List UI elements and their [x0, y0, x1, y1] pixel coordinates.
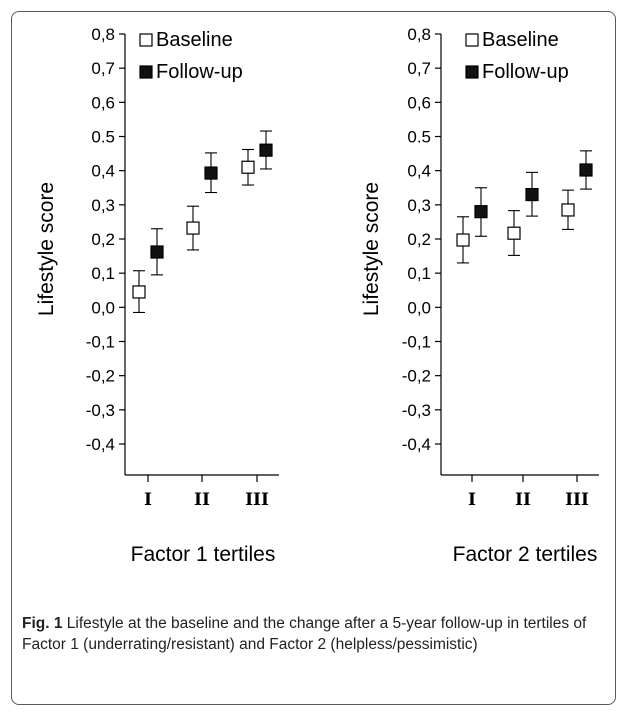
figure-caption: Fig. 1 Lifestyle at the baseline and the…	[22, 613, 607, 655]
y-axis-title: Lifestyle score	[35, 182, 58, 316]
legend: Baseline Follow-up	[139, 29, 243, 83]
baseline-point	[456, 233, 470, 247]
follow-up-point	[579, 163, 593, 177]
follow-up-point	[204, 166, 218, 180]
y-tick-label: 0,3	[91, 196, 115, 215]
y-tick-label: -0,2	[402, 367, 431, 386]
y-tick-label: 0.5	[407, 128, 431, 147]
y-tick-label: 0,8	[407, 25, 431, 44]
follow-up-point	[474, 205, 488, 219]
y-tick-label: 0,1	[91, 264, 115, 283]
legend-baseline-marker	[465, 33, 479, 47]
y-tick-label: -0,3	[86, 401, 115, 420]
chart-panel-1: -0,4 -0,3 -0,2 -0,1 0,0 0,1 0,2 0,3 0,4 0.5 0,6 0,7…	[35, 25, 279, 566]
baseline-point	[132, 285, 146, 299]
follow-up-point	[259, 143, 273, 157]
legend-follow-up-marker	[139, 65, 153, 79]
y-tick-label: 0.5	[91, 128, 115, 147]
follow-up-point	[525, 187, 539, 202]
caption-text: Lifestyle at the baseline and the change…	[22, 615, 587, 653]
x-category-label: II	[194, 490, 210, 510]
series-follow-up	[150, 130, 273, 276]
legend: Baseline Follow-up	[465, 29, 569, 83]
x-category-label: II	[515, 490, 531, 510]
y-tick-label: -0,1	[402, 333, 431, 352]
chart-panel-2: -0,4 -0,3 -0,2 -0,1 0,0 0,1 0,2 0,3 0,4 0.5 0,6 0,7…	[360, 25, 599, 566]
figure-frame	[11, 11, 616, 705]
legend-label: Baseline	[482, 29, 559, 51]
series-follow-up	[474, 150, 593, 237]
baseline-point	[186, 221, 200, 235]
lifestyle-score-charts: -0,4 -0,3 -0,2 -0,1 0,0 0,1 0,2 0,3 0,4 0.5 0,6 0,7…	[35, 25, 599, 566]
baseline-point	[241, 160, 255, 174]
legend-label: Follow-up	[156, 61, 243, 83]
legend-baseline-marker	[139, 33, 153, 47]
y-axis-title: Lifestyle score	[360, 182, 383, 316]
y-tick-label: 0,4	[91, 162, 115, 181]
legend-label: Follow-up	[482, 61, 569, 83]
y-tick-label: -0,4	[86, 435, 115, 454]
y-tick-label: -0,1	[86, 333, 115, 352]
follow-up-point	[150, 245, 164, 259]
y-tick-label: 0,2	[91, 230, 115, 249]
series-baseline	[132, 148, 255, 314]
x-category-label: I	[144, 490, 152, 510]
caption-label: Fig. 1	[22, 615, 63, 632]
x-category-label: III	[565, 490, 589, 510]
x-axis-title: Factor 2 tertiles	[453, 543, 598, 566]
baseline-point	[561, 203, 575, 217]
x-axis-title: Factor 1 tertiles	[131, 543, 276, 566]
y-tick-label: 0,7	[407, 59, 431, 78]
y-tick-label: 0,6	[407, 93, 431, 112]
baseline-point	[507, 226, 521, 240]
y-tick-label: 0,0	[407, 298, 431, 317]
y-tick-label: 0,0	[91, 298, 115, 317]
y-tick-label: -0,4	[402, 435, 431, 454]
legend-label: Baseline	[156, 29, 233, 51]
y-tick-label: 0,3	[407, 196, 431, 215]
y-tick-label: 0,4	[407, 162, 431, 181]
y-tick-label: 0,2	[407, 230, 431, 249]
y-tick-label: -0,2	[86, 367, 115, 386]
x-category-label: III	[245, 490, 269, 510]
x-category-label: I	[468, 490, 476, 510]
y-tick-label: 0,6	[91, 93, 115, 112]
y-tick-label: 0,1	[407, 264, 431, 283]
y-tick-label: -0,3	[402, 401, 431, 420]
series-baseline	[456, 189, 575, 264]
legend-follow-up-marker	[465, 65, 479, 79]
y-tick-label: 0,7	[91, 59, 115, 78]
y-tick-label: 0,8	[91, 25, 115, 44]
